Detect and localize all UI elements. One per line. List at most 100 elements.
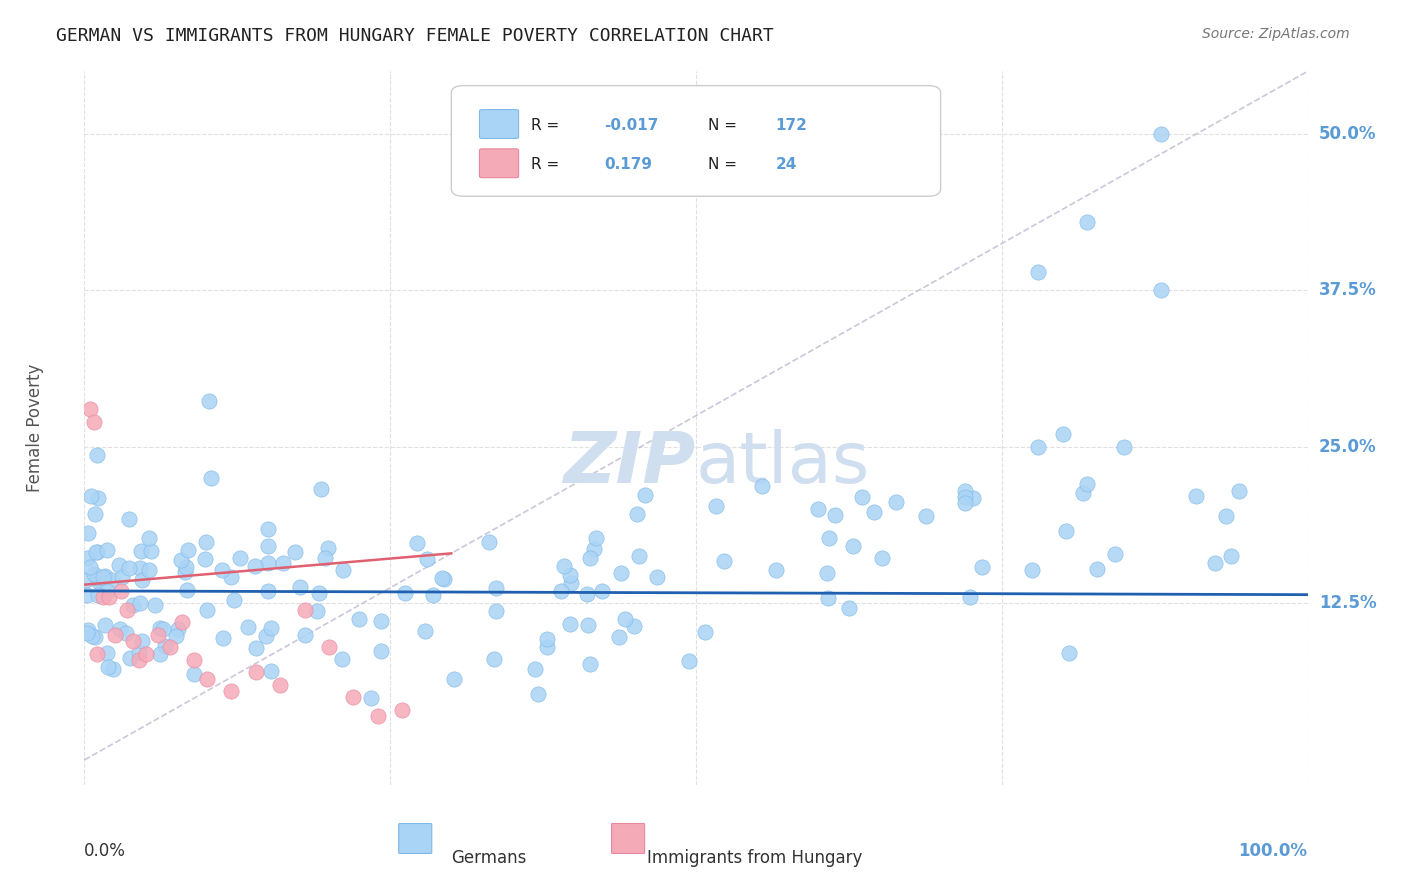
Point	[536, 632, 558, 646]
Text: R =: R =	[531, 118, 564, 133]
Point	[1150, 284, 1173, 298]
Point	[122, 634, 145, 648]
Point	[851, 490, 873, 504]
Point	[128, 653, 150, 667]
Point	[176, 583, 198, 598]
Point	[79, 560, 101, 574]
Point	[271, 556, 294, 570]
Point	[815, 566, 838, 580]
Point	[87, 574, 110, 589]
Point	[86, 448, 108, 462]
Point	[583, 541, 606, 556]
Text: R =: R =	[531, 157, 569, 172]
Point	[478, 535, 501, 549]
Point	[257, 557, 280, 571]
Point	[245, 665, 267, 680]
Point	[91, 570, 114, 584]
Point	[713, 554, 735, 568]
Point	[807, 501, 830, 516]
Point	[211, 563, 233, 577]
Point	[370, 614, 392, 628]
Point	[94, 618, 117, 632]
Point	[523, 662, 546, 676]
Point	[269, 678, 291, 692]
Point	[110, 583, 132, 598]
Point	[394, 586, 416, 600]
Point	[678, 653, 700, 667]
Point	[86, 588, 108, 602]
Point	[1104, 547, 1126, 561]
Point	[623, 619, 645, 633]
Point	[1076, 477, 1098, 491]
Point	[634, 488, 657, 502]
Point	[101, 662, 124, 676]
Point	[138, 563, 160, 577]
Point	[195, 602, 218, 616]
Text: 24: 24	[776, 157, 797, 172]
Point	[1054, 524, 1077, 538]
Point	[172, 615, 194, 630]
Point	[212, 631, 235, 645]
Point	[914, 508, 936, 523]
Point	[579, 657, 602, 672]
Point	[83, 415, 105, 429]
Point	[198, 393, 221, 408]
Point	[422, 588, 444, 602]
Point	[953, 490, 976, 504]
Point	[79, 402, 101, 417]
Point	[406, 536, 429, 550]
Point	[370, 644, 392, 658]
Point	[195, 672, 218, 686]
Text: -0.017: -0.017	[605, 118, 658, 133]
Point	[415, 624, 437, 638]
Point	[962, 491, 984, 505]
Point	[550, 584, 572, 599]
Point	[560, 576, 582, 591]
Point	[200, 470, 222, 484]
Point	[704, 500, 727, 514]
Point	[245, 641, 267, 656]
Point	[443, 672, 465, 686]
Point	[77, 526, 100, 541]
FancyBboxPatch shape	[479, 110, 519, 138]
FancyBboxPatch shape	[479, 149, 519, 178]
Text: N =: N =	[709, 157, 742, 172]
Point	[314, 550, 336, 565]
Point	[97, 590, 120, 604]
Point	[1057, 646, 1080, 660]
Point	[96, 543, 118, 558]
Point	[139, 544, 162, 558]
Point	[82, 629, 104, 643]
Point	[219, 684, 242, 698]
Point	[332, 563, 354, 577]
Point	[1028, 265, 1050, 279]
Point	[104, 628, 127, 642]
Point	[367, 709, 389, 723]
Point	[108, 623, 131, 637]
Point	[391, 703, 413, 717]
Point	[115, 625, 138, 640]
Point	[97, 660, 120, 674]
Point	[183, 666, 205, 681]
Point	[129, 596, 152, 610]
Point	[316, 541, 339, 555]
Point	[1076, 214, 1098, 228]
Point	[169, 553, 191, 567]
Point	[433, 572, 456, 586]
Point	[224, 592, 246, 607]
Point	[693, 624, 716, 639]
Point	[76, 588, 98, 602]
Point	[576, 586, 599, 600]
Point	[1028, 440, 1050, 454]
Point	[432, 571, 454, 585]
Point	[94, 569, 117, 583]
Point	[149, 647, 172, 661]
Point	[585, 531, 607, 545]
Point	[415, 552, 437, 566]
Point	[536, 640, 558, 655]
Point	[219, 570, 242, 584]
Text: Source: ZipAtlas.com: Source: ZipAtlas.com	[1202, 27, 1350, 41]
Point	[183, 653, 205, 667]
Point	[86, 647, 108, 661]
Text: 0.0%: 0.0%	[84, 842, 127, 860]
